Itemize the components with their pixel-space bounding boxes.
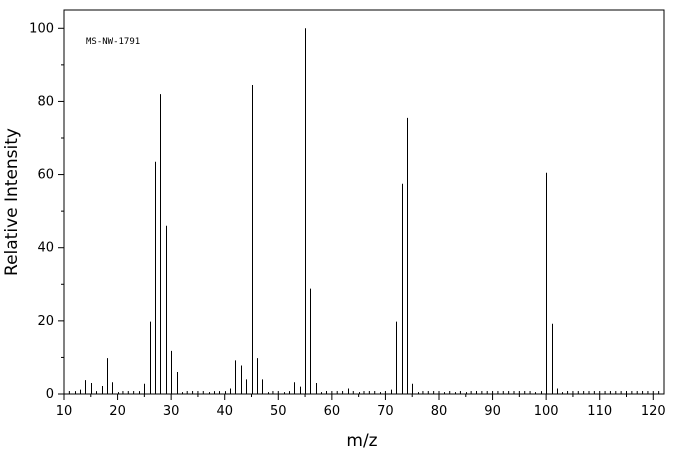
y-tick-label: 60 (37, 168, 54, 183)
y-axis: 0 20 40 60 80 100 (29, 21, 64, 402)
y-axis-title: Relative Intensity (2, 128, 22, 276)
y-tick-label: 0 (46, 387, 54, 402)
x-minor-ticks (68, 391, 660, 394)
x-tick-label: 80 (431, 404, 448, 419)
spectrum-id-label: MS-NW-1791 (86, 37, 140, 47)
x-tick-label: 60 (324, 404, 341, 419)
plot-frame (63, 9, 665, 395)
x-tick-label: 10 (56, 404, 73, 419)
x-tick-label: 20 (109, 404, 126, 419)
x-tick-label: 90 (484, 404, 501, 419)
y-tick-label: 20 (37, 314, 54, 329)
x-tick-label: 110 (587, 404, 612, 419)
x-tick-label: 30 (163, 404, 180, 419)
x-tick-label: 70 (377, 404, 394, 419)
x-tick-label: 120 (641, 404, 666, 419)
spectrum-peaks (75, 28, 563, 394)
y-tick-label: 80 (37, 94, 54, 109)
x-tick-label: 50 (270, 404, 287, 419)
x-axis-title: m/z (346, 431, 377, 451)
y-tick-label: 40 (37, 241, 54, 256)
x-axis: 10 20 30 40 50 60 70 80 90 100 110 120 (56, 394, 666, 419)
y-tick-label: 100 (29, 21, 54, 36)
x-tick-label: 40 (216, 404, 233, 419)
x-tick-label: 100 (534, 404, 559, 419)
